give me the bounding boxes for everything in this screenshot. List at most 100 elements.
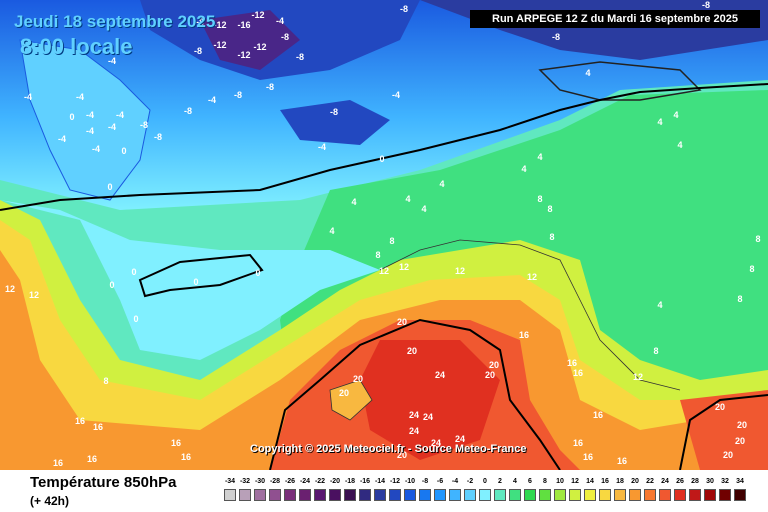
legend-tick-label: 24 (661, 478, 669, 485)
isotherm-label: 4 (421, 204, 426, 214)
isotherm-label: 0 (121, 146, 126, 156)
isotherm-label: 16 (617, 456, 627, 466)
legend-swatch (449, 489, 461, 501)
legend-tick-label: 0 (483, 478, 487, 485)
map-canvas: -8-4-12-16-12-8-8-12-12-12-8-8-8-8-4-8-4… (0, 0, 768, 470)
legend-tick-label: -20 (329, 478, 341, 485)
isotherm-label: 20 (353, 374, 363, 384)
isotherm-label: 24 (431, 438, 441, 448)
legend-swatch (689, 489, 701, 501)
legend-tick-label: -4 (451, 478, 459, 485)
island-outline (329, 379, 373, 421)
isotherm-label: 4 (537, 152, 542, 162)
legend-swatch (284, 489, 296, 501)
legend-tick-label: 26 (676, 478, 684, 485)
isotherm-label: 20 (397, 317, 407, 327)
isotherm-label: 8 (103, 376, 108, 386)
isotherm-label: 4 (405, 194, 410, 204)
temperature-map: -8 -4 -12 -16 -12 -8 -8 -12 -12 -12 -8 -8 -8 -8 -4 -8 -4… (0, 0, 768, 470)
legend-swatch (734, 489, 746, 501)
isotherm-label: 24 (455, 434, 465, 444)
legend-swatch (629, 489, 641, 501)
isotherm-label: 4 (673, 110, 678, 120)
legend-swatch (509, 489, 521, 501)
isotherm-label: 8 (749, 264, 754, 274)
greenland-landmass (19, 39, 151, 201)
legend-tick-label: 12 (571, 478, 579, 485)
isotherm-label: 4 (329, 226, 334, 236)
isotherm-label: 0 (69, 112, 74, 122)
legend-tick-label: -12 (389, 478, 401, 485)
isotherm-label: 16 (181, 452, 191, 462)
isotherm-label: -12 (213, 20, 226, 30)
legend-tick-label: 30 (706, 478, 714, 485)
isotherm-label: 8 (653, 346, 658, 356)
legend-swatch (419, 489, 431, 501)
legend-tick-label: -26 (284, 478, 296, 485)
legend-swatch (479, 489, 491, 501)
isotherm-label: -4 (92, 144, 100, 154)
isotherm-label: 12 (527, 272, 537, 282)
legend-swatch (239, 489, 251, 501)
legend-tick-label: -16 (359, 478, 371, 485)
twenty-isotherm-west (269, 318, 561, 470)
legend-swatch (704, 489, 716, 501)
isotherm-label: -16 (237, 20, 250, 30)
legend-tick-label: 20 (631, 478, 639, 485)
zero-isotherm (0, 83, 768, 211)
forecast-hour: (+ 42h) (30, 494, 70, 508)
legend-tick-label: 8 (543, 478, 547, 485)
legend-tick-label: -34 (224, 478, 236, 485)
isotherm-label: 4 (351, 197, 356, 207)
isotherm-label: 20 (339, 388, 349, 398)
legend-swatch (374, 489, 386, 501)
isotherm-label: 24 (435, 370, 445, 380)
zero-contour-blob (138, 253, 264, 298)
isotherm-label: -4 (58, 134, 66, 144)
cold-core-mid (280, 100, 390, 145)
legend-swatch (464, 489, 476, 501)
legend-tick-label: -30 (254, 478, 266, 485)
isotherm-label: -8 (702, 0, 710, 10)
forecast-date: Jeudi 18 septembre 2025 (14, 12, 216, 31)
isotherm-label: 20 (715, 402, 725, 412)
isotherm-label: 4 (439, 179, 444, 189)
isotherm-label: -8 (281, 32, 289, 42)
legend-tick-label: -32 (239, 478, 251, 485)
isotherm-label: -12 (251, 10, 264, 20)
isotherm-label: -4 (86, 110, 94, 120)
coastline (379, 239, 681, 391)
isotherm-label: -8 (234, 90, 242, 100)
legend-swatch (329, 489, 341, 501)
legend-tick-label: -18 (344, 478, 356, 485)
isotherm-label: -4 (276, 16, 284, 26)
isotherm-label: 24 (409, 426, 419, 436)
legend-tick-label: 28 (691, 478, 699, 485)
legend-tick-label: -6 (436, 478, 444, 485)
isotherm-label: -4 (108, 56, 116, 66)
isotherm-label: 4 (677, 140, 682, 150)
legend-swatch (569, 489, 581, 501)
legend-swatch (299, 489, 311, 501)
legend-swatch (389, 489, 401, 501)
isotherm-label: -8 (154, 132, 162, 142)
isotherm-label: 8 (537, 194, 542, 204)
isotherm-labels: -8-4-12-16-12-8-8-12-12-12-8-8-8-8-4-8-4… (5, 0, 761, 468)
isotherm-label: -12 (213, 40, 226, 50)
isotherm-label: -4 (108, 122, 116, 132)
isotherm-label: 12 (455, 266, 465, 276)
legend-swatch (719, 489, 731, 501)
isotherm-label: 8 (737, 294, 742, 304)
isotherm-label: 0 (133, 314, 138, 324)
isotherm-label: -8 (184, 106, 192, 116)
isotherm-label: 20 (485, 370, 495, 380)
legend-swatch (584, 489, 596, 501)
isotherm-label: -8 (194, 46, 202, 56)
legend-swatch (269, 489, 281, 501)
isotherm-label: 20 (723, 450, 733, 460)
isotherm-label: 4 (521, 164, 526, 174)
model-run-info: Run ARPEGE 12 Z du Mardi 16 septembre 20… (470, 10, 760, 28)
isotherm-label: -4 (392, 90, 400, 100)
legend-tick-label: 10 (556, 478, 564, 485)
isotherm-label: 0 (379, 154, 384, 164)
